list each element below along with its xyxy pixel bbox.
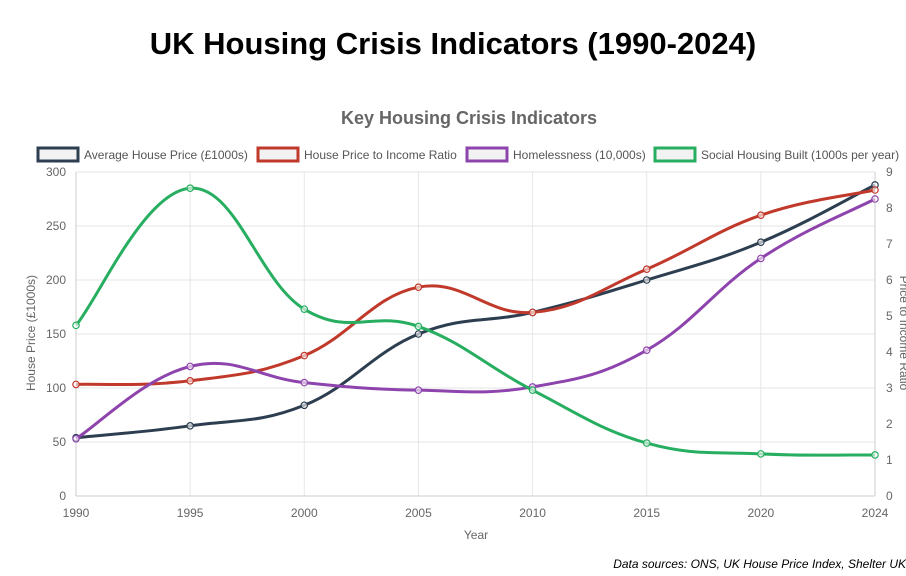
data-point <box>757 254 765 263</box>
series-group <box>72 184 879 459</box>
data-point <box>528 308 537 317</box>
data-point <box>414 386 423 394</box>
data-point <box>186 421 194 430</box>
data-point <box>757 450 765 458</box>
page-title: UK Housing Crisis Indicators (1990-2024) <box>149 26 757 61</box>
chart-axes: 0 50 100 150 200 250 300 0 1 2 3 4 5 6 7 8 9 1990 1995 2000… <box>46 165 893 520</box>
x-tick-label: 2000 <box>291 506 318 520</box>
y2-tick-label: 0 <box>886 489 893 503</box>
legend-item: Social Housing Built (1000s per year) <box>653 146 899 163</box>
legend-label: Average House Price (£1000s) <box>84 148 248 162</box>
x-tick-label: 2020 <box>748 506 775 520</box>
y-axis-title: House Price (£1000s) <box>24 275 38 391</box>
legend-item: Average House Price (£1000s) <box>36 146 248 163</box>
y-tick-label: 250 <box>46 219 66 233</box>
series-line <box>75 183 876 440</box>
y-tick-label: 100 <box>46 381 66 395</box>
data-point <box>186 184 194 193</box>
series-line <box>75 197 876 441</box>
legend-label: Homelessness (10,000s) <box>513 148 646 162</box>
chart-title: Key Housing Crisis Indicators <box>341 108 597 128</box>
series-group <box>72 181 879 442</box>
legend-swatch <box>653 146 697 163</box>
y-tick-label: 50 <box>53 435 67 449</box>
data-point <box>414 330 423 338</box>
data-point <box>300 378 309 387</box>
x-tick-label: 2005 <box>405 506 432 520</box>
y2-tick-label: 9 <box>886 165 893 179</box>
data-point <box>72 321 80 330</box>
y-tick-label: 200 <box>46 273 66 287</box>
y-tick-label: 150 <box>46 327 66 341</box>
x-axis-title: Year <box>464 528 488 542</box>
x-tick-label: 2015 <box>633 506 660 520</box>
data-point <box>642 276 651 284</box>
y2-tick-label: 6 <box>886 273 893 287</box>
data-point <box>186 362 194 371</box>
data-point <box>300 351 309 360</box>
data-point <box>528 386 537 394</box>
y2-tick-label: 1 <box>886 453 893 467</box>
legend-label: House Price to Income Ratio <box>304 148 457 162</box>
data-point <box>414 322 423 331</box>
data-point <box>300 401 309 410</box>
chart-legend: Average House Price (£1000s) House Price … <box>36 146 899 163</box>
series-group <box>72 186 879 389</box>
legend-swatch <box>36 146 80 163</box>
legend-item: Homelessness (10,000s) <box>465 146 646 163</box>
legend-item: House Price to Income Ratio <box>256 146 457 163</box>
chart-grid <box>75 171 876 497</box>
x-tick-label: 1995 <box>177 506 204 520</box>
data-point <box>642 439 651 447</box>
data-point <box>642 265 651 274</box>
data-point <box>871 186 879 194</box>
data-point <box>186 376 194 385</box>
data-point <box>72 380 80 389</box>
y2-tick-label: 3 <box>886 381 893 395</box>
data-source-note: Data sources: ONS, UK House Price Index,… <box>613 557 906 571</box>
data-point <box>300 305 309 313</box>
data-point <box>72 434 80 443</box>
data-point <box>871 195 879 203</box>
x-tick-label: 2010 <box>519 506 546 520</box>
y2-tick-label: 2 <box>886 417 893 431</box>
data-point <box>757 238 765 247</box>
y2-tick-label: 7 <box>886 237 893 251</box>
data-point <box>642 346 651 355</box>
data-point <box>757 211 765 220</box>
data-point <box>414 283 423 292</box>
y2-axis-title: Price to Income Ratio <box>897 276 906 391</box>
legend-label: Social Housing Built (1000s per year) <box>701 148 899 162</box>
x-tick-label: 1990 <box>63 506 90 520</box>
y-tick-label: 0 <box>59 489 66 503</box>
y-tick-label: 300 <box>46 165 66 179</box>
y2-tick-label: 4 <box>886 345 893 359</box>
x-tick-label: 2024 <box>862 506 889 520</box>
y2-tick-label: 5 <box>886 309 893 323</box>
legend-swatch <box>256 146 300 163</box>
legend-swatch <box>465 146 509 163</box>
chart-series <box>72 181 879 459</box>
series-line <box>75 188 876 387</box>
y2-tick-label: 8 <box>886 201 893 215</box>
data-point <box>871 451 879 459</box>
